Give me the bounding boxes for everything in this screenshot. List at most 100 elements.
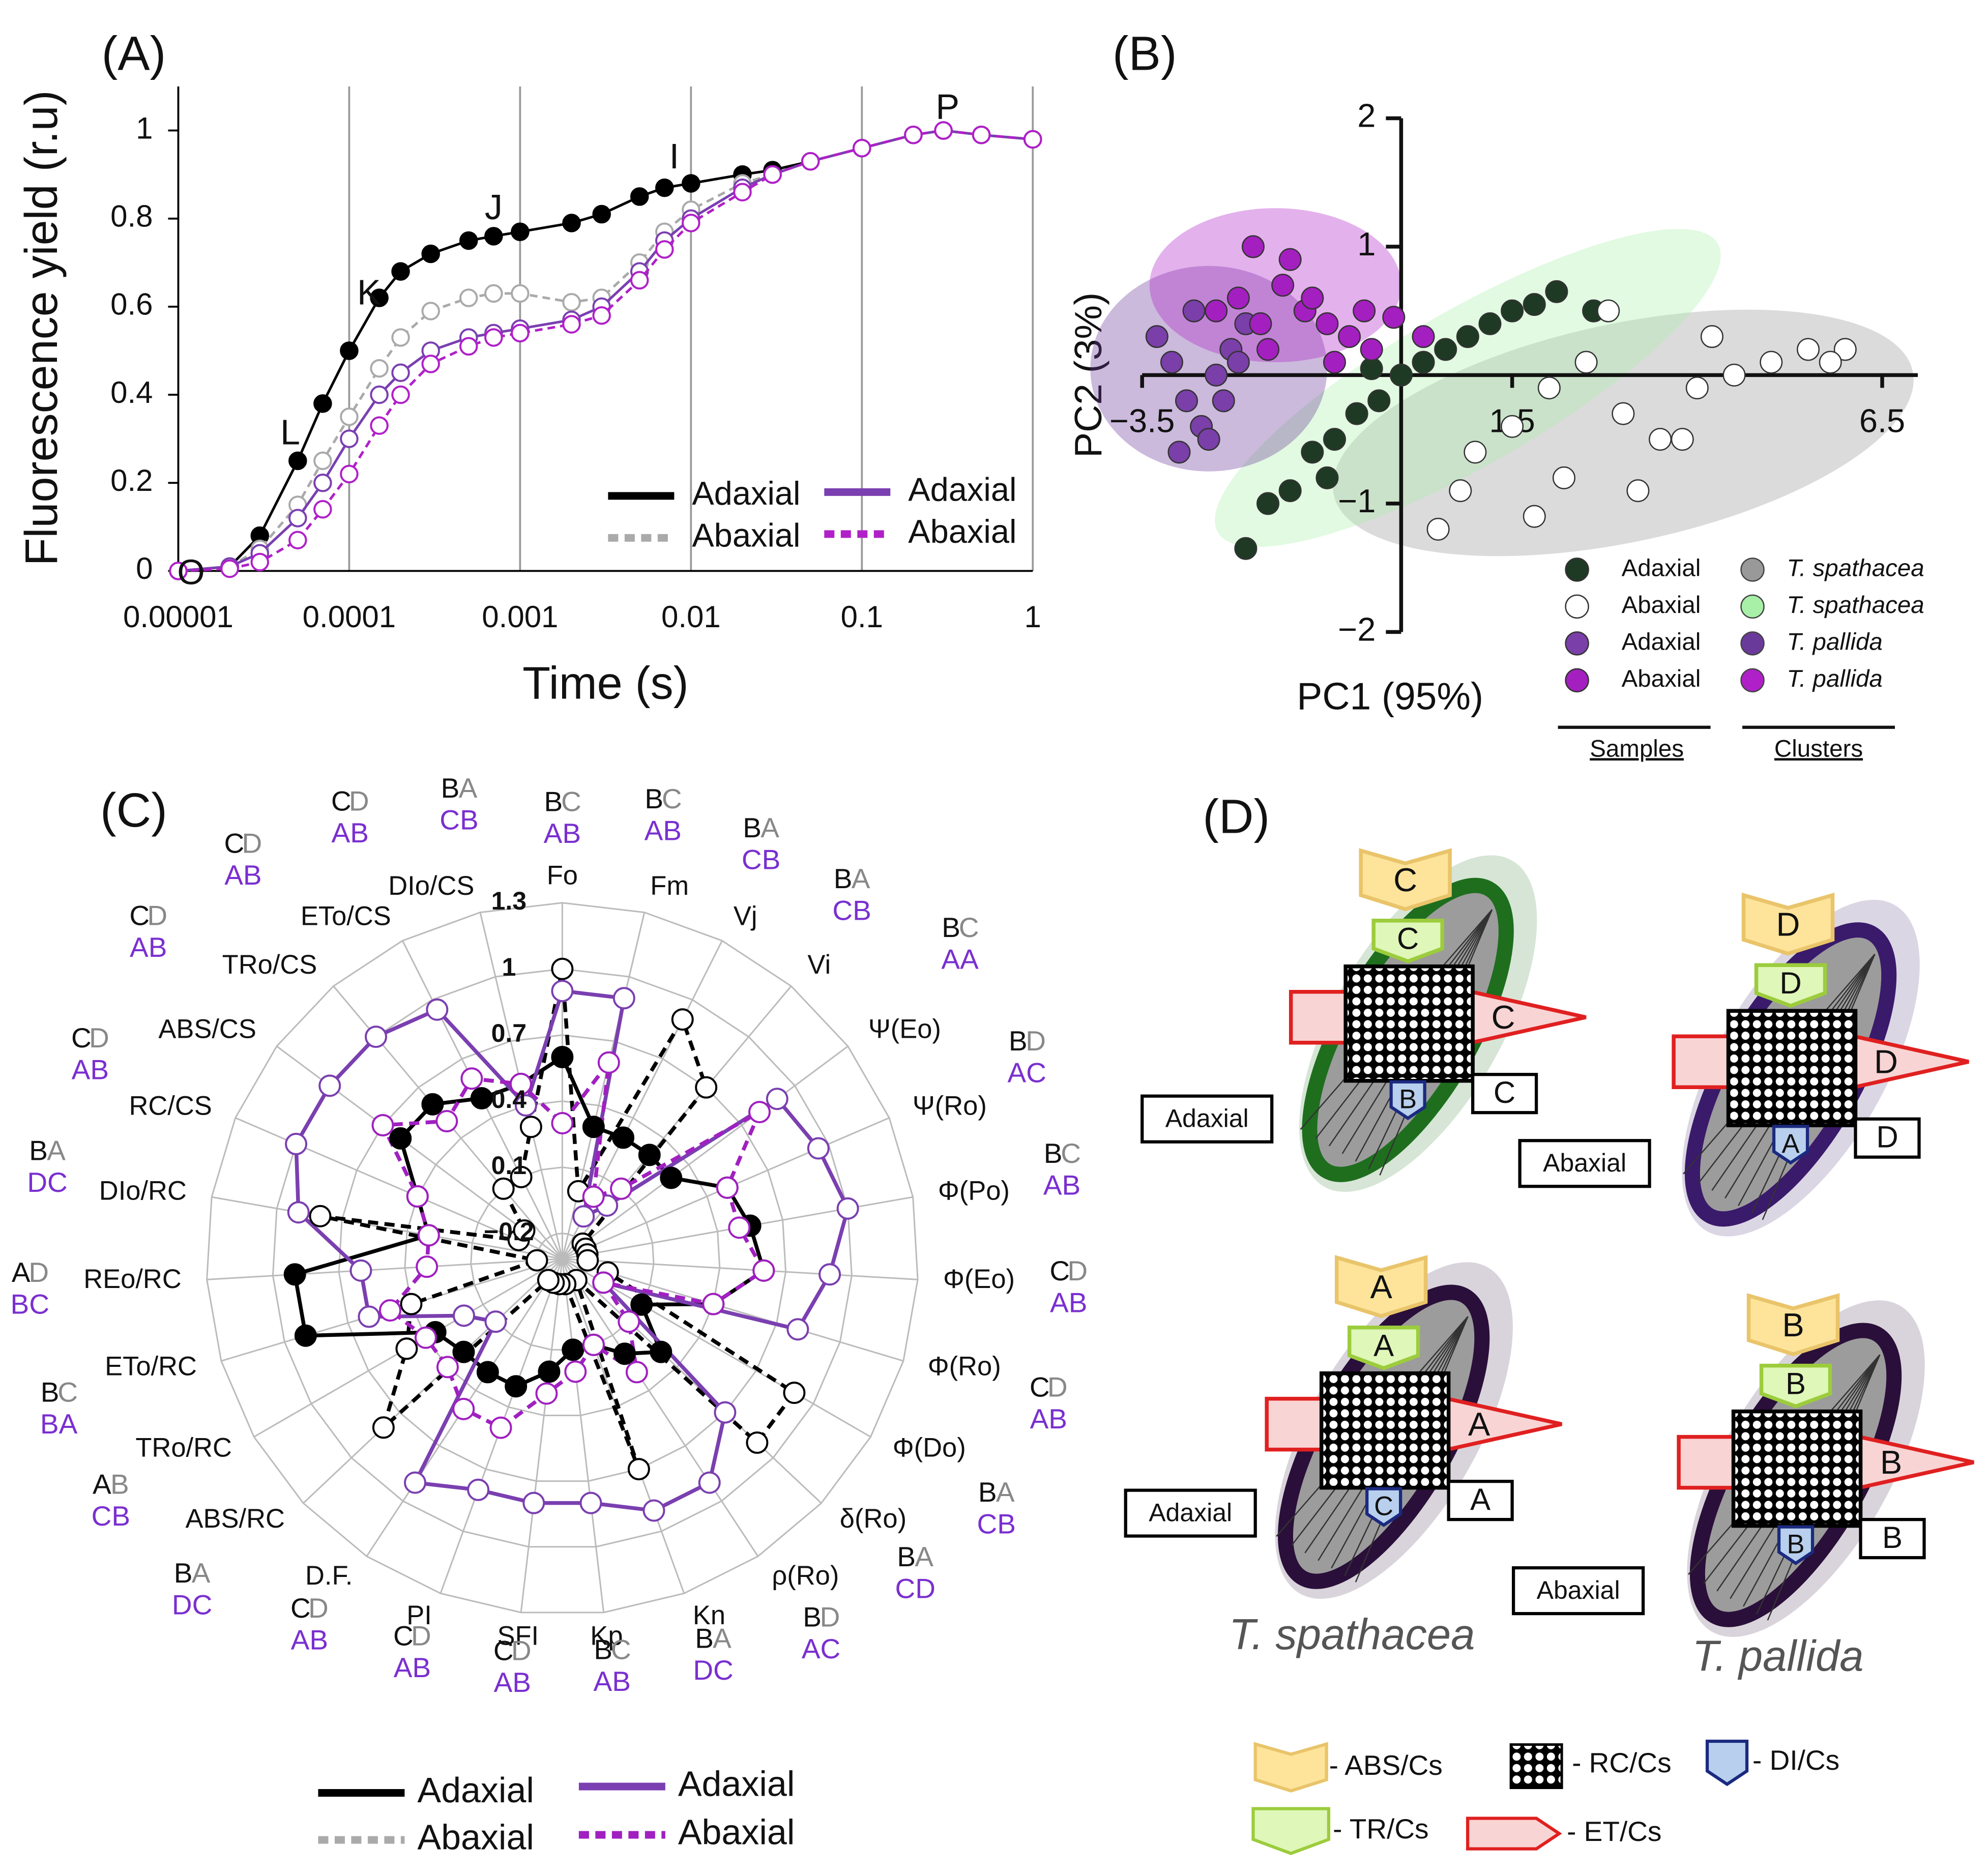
rc-letter: B [1882, 1520, 1903, 1555]
spoke [562, 1045, 849, 1260]
letter: AA [941, 944, 979, 975]
spoke [207, 1258, 563, 1280]
data-point [370, 385, 389, 404]
data-point [391, 262, 410, 281]
legend-label: - ABS/Cs [1329, 1749, 1443, 1781]
data-point [421, 302, 440, 320]
legend-swatch [1565, 558, 1589, 582]
data-point [484, 328, 503, 347]
legend-label: - DI/Cs [1752, 1744, 1839, 1776]
data-point [421, 1093, 444, 1116]
data-point [1671, 428, 1694, 451]
grid-ring [404, 1100, 721, 1417]
rc-letter: A [1470, 1482, 1490, 1516]
data-point [660, 1166, 683, 1189]
legend-icon [1705, 1739, 1749, 1787]
spoke [562, 1258, 822, 1504]
data-point [1226, 350, 1250, 374]
axis-label: DIo/RC [99, 1176, 187, 1206]
legend-swatch [1740, 594, 1765, 619]
data-point [630, 1293, 653, 1316]
abs-icon [1359, 848, 1452, 912]
letter: AB [645, 815, 682, 846]
data-point [1315, 312, 1339, 335]
data-point [400, 1293, 423, 1315]
axis-label: ABS/RC [185, 1504, 284, 1534]
legend-swatch [1740, 631, 1765, 656]
axis-label: Φ(Po) [938, 1176, 1010, 1206]
letter: A [713, 1622, 732, 1654]
letter: B [645, 783, 663, 814]
data-point [1426, 517, 1450, 541]
et-letter: A [1468, 1406, 1490, 1443]
side-box [1518, 1139, 1651, 1188]
data-point [511, 324, 530, 343]
side-box [1141, 1094, 1274, 1144]
spoke [211, 1196, 563, 1260]
data-point [414, 1326, 437, 1349]
letter: A [459, 772, 478, 804]
letter: C [290, 1592, 311, 1624]
data-point [836, 1197, 859, 1220]
letter: BC [11, 1289, 49, 1320]
axis-label: REo/RC [83, 1264, 182, 1294]
data-point [733, 183, 752, 202]
side-label: Abaxial [1537, 1576, 1620, 1604]
axis-label: ρ(Ro) [772, 1561, 839, 1591]
letter: A [852, 863, 870, 894]
data-point [1205, 363, 1228, 387]
side-label: Abaxial [1543, 1149, 1626, 1177]
rc-box [1731, 1409, 1863, 1528]
data-point [459, 288, 478, 307]
letter: AC [802, 1633, 840, 1664]
letter: DC [172, 1589, 212, 1620]
data-point [551, 1046, 574, 1069]
spoke [562, 1258, 871, 1438]
di-icon [1772, 1125, 1809, 1165]
axis-label: TRo/RC [135, 1432, 232, 1462]
legend-label: T. pallida [1787, 665, 1883, 692]
species-label: T. pallida [1692, 1632, 1864, 1681]
data-point [564, 1360, 587, 1383]
legend-label: T. spathacea [1787, 554, 1924, 581]
letter: CD [895, 1572, 935, 1604]
data-point [538, 1360, 561, 1383]
rc-label-box [1447, 1479, 1514, 1521]
y-tick-label: 1 [136, 111, 153, 145]
x-tick-label: 1 [1025, 600, 1041, 634]
legend-icon [1253, 1742, 1328, 1793]
letter: B [41, 1377, 60, 1408]
data-point [288, 531, 307, 549]
r-tick-label: 0.7 [491, 1019, 527, 1047]
data-point [391, 328, 410, 347]
data-point [1323, 428, 1346, 451]
letter: AB [494, 1666, 531, 1698]
abs-icon [1741, 892, 1835, 956]
data-point [1175, 389, 1198, 413]
et-letter: B [1880, 1444, 1902, 1481]
data-point [489, 1416, 512, 1439]
letter: DC [27, 1166, 67, 1198]
letter: B [544, 785, 563, 817]
letter: A [761, 812, 779, 843]
data-point [1167, 441, 1191, 464]
abs-icon [1334, 1255, 1428, 1319]
data-point [576, 1249, 599, 1272]
et-letter: D [1874, 1043, 1898, 1080]
letter: A [12, 1256, 31, 1288]
data-point [309, 1205, 332, 1227]
data-point [169, 562, 188, 580]
axis-label: DIo/CS [388, 871, 474, 901]
x-tick-label: −3.5 [1109, 402, 1175, 440]
data-point [934, 121, 953, 140]
data-point [1478, 312, 1502, 335]
r-tick-label: 0.4 [491, 1085, 527, 1114]
grid-ring [206, 902, 919, 1614]
letter: A [47, 1135, 66, 1166]
data-point [562, 214, 581, 232]
letter: B [743, 812, 762, 843]
data-point [682, 174, 700, 193]
data-point [250, 552, 270, 572]
data-point [818, 1263, 841, 1286]
